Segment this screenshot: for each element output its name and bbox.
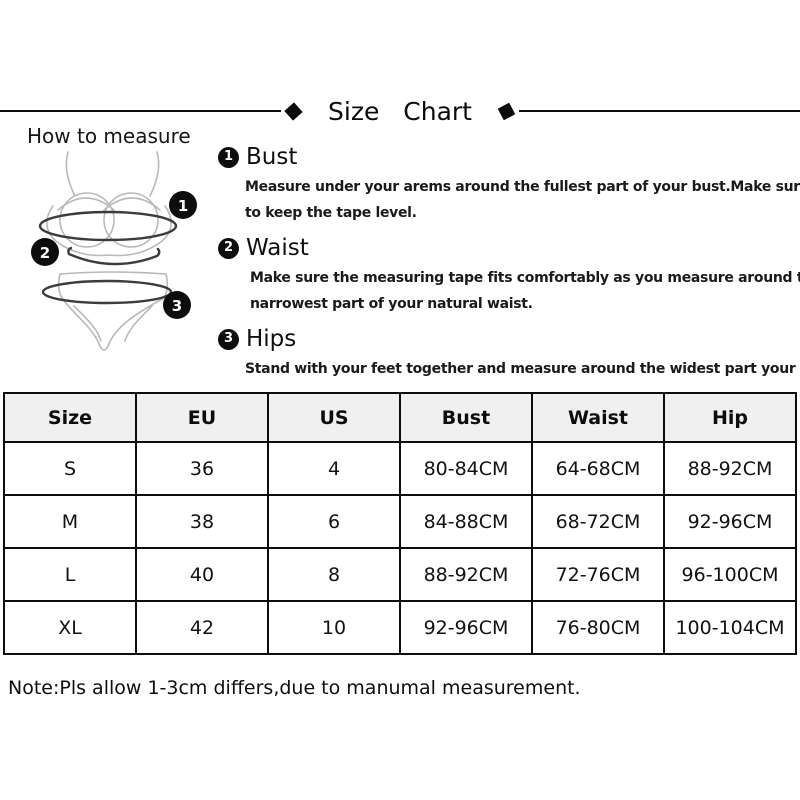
title-row: Size Chart	[0, 96, 800, 126]
hips-badge: 3	[163, 291, 191, 319]
column-header-bust: Bust	[399, 392, 533, 443]
title-rule-right	[518, 110, 800, 112]
table-cell: 64-68CM	[531, 441, 665, 496]
panty-outline-icon	[57, 271, 169, 351]
bust-tape-icon	[38, 210, 178, 242]
bra-strap-left-icon	[65, 151, 76, 197]
size-table: Size EU US Bust Waist Hip S 36 4 80-84CM…	[3, 392, 797, 655]
table-cell: L	[3, 547, 137, 602]
table-cell: 36	[135, 441, 269, 496]
number-1-badge-icon: 1	[218, 146, 239, 168]
description-line: Stand with your feet together and measur…	[245, 361, 800, 377]
number-2-badge-icon: 2	[218, 237, 239, 259]
badge-circle-icon	[163, 291, 191, 319]
table-cell: 8	[267, 547, 401, 602]
table-cell: 42	[135, 600, 269, 655]
table-cell: 38	[135, 494, 269, 549]
bra-cup-left-icon	[59, 192, 115, 248]
table-cell: 72-76CM	[531, 547, 665, 602]
waist-tape-icon	[67, 246, 161, 266]
table-cell: 96-100CM	[663, 547, 797, 602]
bikini-measurement-illustration: 1 2 3	[31, 151, 197, 351]
column-header-size: Size	[3, 392, 137, 443]
description-line: to keep the tape level.	[245, 205, 417, 221]
table-cell: 6	[267, 494, 401, 549]
instruction-label: Bust	[246, 144, 298, 170]
description-line: Measure under your arems around the full…	[245, 179, 800, 195]
table-row-xl: XL 42 10 92-96CM 76-80CM 100-104CM	[3, 600, 797, 655]
table-cell: 68-72CM	[531, 494, 665, 549]
column-header-eu: EU	[135, 392, 269, 443]
page-title: Size Chart	[328, 96, 472, 126]
bra-outline-icon	[46, 205, 172, 257]
instruction-label: Waist	[246, 235, 309, 261]
badge-number: 3	[172, 297, 182, 315]
measurement-note: Note:Pls allow 1-3cm differs,due to manu…	[8, 677, 581, 699]
table-row-s: S 36 4 80-84CM 64-68CM 88-92CM	[3, 441, 797, 496]
title-rule-left	[0, 110, 282, 112]
instruction-bust: 1 Bust Measure under your arems around t…	[218, 142, 800, 226]
instruction-description: Stand with your feet together and measur…	[218, 356, 800, 382]
instruction-description: Measure under your arems around the full…	[218, 174, 800, 226]
table-cell: 40	[135, 547, 269, 602]
instruction-heading: 2 Waist	[218, 233, 796, 263]
table-cell: 88-92CM	[663, 441, 797, 496]
column-header-hip: Hip	[663, 392, 797, 443]
badge-number: 1	[178, 197, 188, 215]
table-cell: 100-104CM	[663, 600, 797, 655]
waist-badge: 2	[31, 238, 59, 266]
measurement-instructions: 1 Bust Measure under your arems around t…	[218, 142, 800, 389]
table-cell: 76-80CM	[531, 600, 665, 655]
column-header-us: US	[267, 392, 401, 443]
panty-inner-seam-icon	[73, 305, 153, 342]
instruction-hips: 3 Hips Stand with your feet together and…	[218, 324, 800, 382]
table-cell: 10	[267, 600, 401, 655]
table-cell: 92-96CM	[663, 494, 797, 549]
table-cell: 92-96CM	[399, 600, 533, 655]
description-line: Make sure the measuring tape fits comfor…	[250, 270, 800, 286]
instruction-waist: 2 Waist Make sure the measuring tape fit…	[218, 233, 800, 317]
table-cell: 84-88CM	[399, 494, 533, 549]
hip-tape-icon	[41, 279, 173, 305]
table-row-m: M 38 6 84-88CM 68-72CM 92-96CM	[3, 494, 797, 549]
size-table-header-row: Size EU US Bust Waist Hip	[3, 392, 797, 443]
how-to-measure-heading: How to measure	[27, 124, 191, 148]
badge-circle-icon	[169, 191, 197, 219]
table-cell: XL	[3, 600, 137, 655]
number-3-badge-icon: 3	[218, 328, 239, 350]
table-row-l: L 40 8 88-92CM 72-76CM 96-100CM	[3, 547, 797, 602]
instruction-label: Hips	[246, 326, 297, 352]
description-line: narrowest part of your natural waist.	[250, 296, 533, 312]
badge-circle-icon	[31, 238, 59, 266]
table-cell: 4	[267, 441, 401, 496]
column-header-waist: Waist	[531, 392, 665, 443]
table-cell: 88-92CM	[399, 547, 533, 602]
table-cell: 80-84CM	[399, 441, 533, 496]
bra-strap-right-icon	[149, 151, 160, 197]
bra-cup-right-icon	[103, 192, 159, 248]
bust-badge: 1	[169, 191, 197, 219]
instruction-heading: 1 Bust	[218, 142, 796, 172]
instruction-heading: 3 Hips	[218, 324, 796, 354]
table-cell: S	[3, 441, 137, 496]
diamond-icon	[284, 101, 303, 121]
diamond-icon	[497, 102, 516, 120]
instruction-description: Make sure the measuring tape fits comfor…	[218, 265, 800, 317]
table-cell: M	[3, 494, 137, 549]
badge-number: 2	[40, 244, 50, 262]
